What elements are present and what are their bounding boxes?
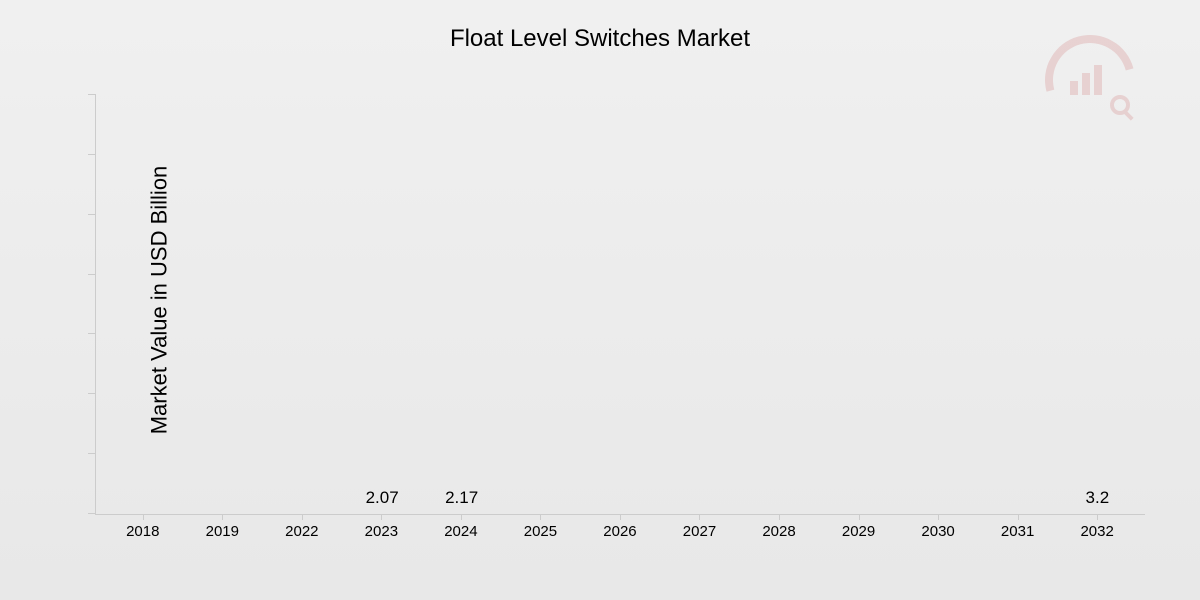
bar-value-label: 2.17	[445, 488, 478, 508]
plot-area: 2.07 2.17 3.2	[95, 95, 1145, 515]
x-axis-label: 2022	[262, 515, 342, 545]
x-axis-label: 2026	[580, 515, 660, 545]
x-axis-label: 2027	[660, 515, 740, 545]
x-axis-label: 2019	[183, 515, 263, 545]
x-axis-label: 2032	[1057, 515, 1137, 545]
chart-title: Float Level Switches Market	[0, 0, 1200, 53]
x-axis-label: 2025	[501, 515, 581, 545]
bar-value-label: 2.07	[366, 488, 399, 508]
x-axis-labels: 2018201920222023202420252026202720282029…	[95, 515, 1145, 545]
bars-wrapper: 2.07 2.17 3.2	[96, 95, 1145, 514]
x-axis-label: 2024	[421, 515, 501, 545]
bar-value-label: 3.2	[1086, 488, 1110, 508]
x-axis-label: 2028	[739, 515, 819, 545]
chart-container: 2.07 2.17 3.2 2018201920222023202420252026…	[95, 95, 1145, 545]
x-axis-label: 2031	[978, 515, 1058, 545]
x-axis-label: 2023	[342, 515, 422, 545]
x-axis-label: 2018	[103, 515, 183, 545]
x-axis-label: 2030	[898, 515, 978, 545]
x-axis-label: 2029	[819, 515, 899, 545]
